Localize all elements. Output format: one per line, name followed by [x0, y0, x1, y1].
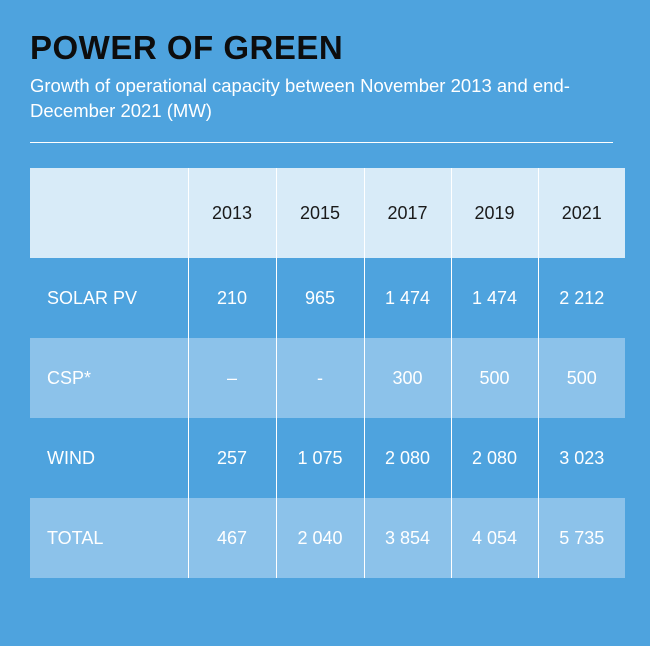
- header-cell-year: 2021: [537, 168, 625, 258]
- table-cell: 500: [537, 338, 625, 418]
- table-header-row: 2013 2015 2017 2019 2021: [30, 168, 625, 258]
- header-cell-year: 2019: [450, 168, 538, 258]
- table-cell: 2 040: [275, 498, 364, 578]
- table-cell: -: [275, 338, 364, 418]
- table-cell: 3 023: [537, 418, 625, 498]
- table-row-total: TOTAL 467 2 040 3 854 4 054 5 735: [30, 498, 625, 578]
- row-label: SOLAR PV: [30, 258, 188, 338]
- table-cell: 5 735: [537, 498, 625, 578]
- table-cell: 965: [275, 258, 364, 338]
- header-cell-empty: [30, 168, 188, 258]
- table-cell: 3 854: [363, 498, 451, 578]
- table-cell: –: [187, 338, 276, 418]
- header-cell-year: 2017: [363, 168, 451, 258]
- table-cell: 1 474: [450, 258, 538, 338]
- table-row-wind: WIND 257 1 075 2 080 2 080 3 023: [30, 418, 625, 498]
- table-cell: 2 080: [450, 418, 538, 498]
- table-cell: 2 212: [537, 258, 625, 338]
- divider-line: [30, 142, 613, 143]
- table-cell: 4 054: [450, 498, 538, 578]
- table-row-csp: CSP* – - 300 500 500: [30, 338, 625, 418]
- table-cell: 210: [187, 258, 276, 338]
- row-label: WIND: [30, 418, 188, 498]
- table-cell: 500: [450, 338, 538, 418]
- table-cell: 257: [187, 418, 276, 498]
- table-cell: 1 075: [275, 418, 364, 498]
- header-cell-year: 2013: [187, 168, 276, 258]
- table-cell: 300: [363, 338, 451, 418]
- table-cell: 2 080: [363, 418, 451, 498]
- table-cell: 1 474: [363, 258, 451, 338]
- chart-subtitle: Growth of operational capacity between N…: [30, 75, 570, 121]
- header-cell-year: 2015: [275, 168, 364, 258]
- capacity-table: 2013 2015 2017 2019 2021 SOLAR PV 210 96…: [30, 168, 625, 578]
- row-label: TOTAL: [30, 498, 188, 578]
- table-cell: 467: [187, 498, 276, 578]
- row-label: CSP*: [30, 338, 188, 418]
- chart-title: POWER OF GREEN: [30, 29, 344, 66]
- table-row-solar-pv: SOLAR PV 210 965 1 474 1 474 2 212: [30, 258, 625, 338]
